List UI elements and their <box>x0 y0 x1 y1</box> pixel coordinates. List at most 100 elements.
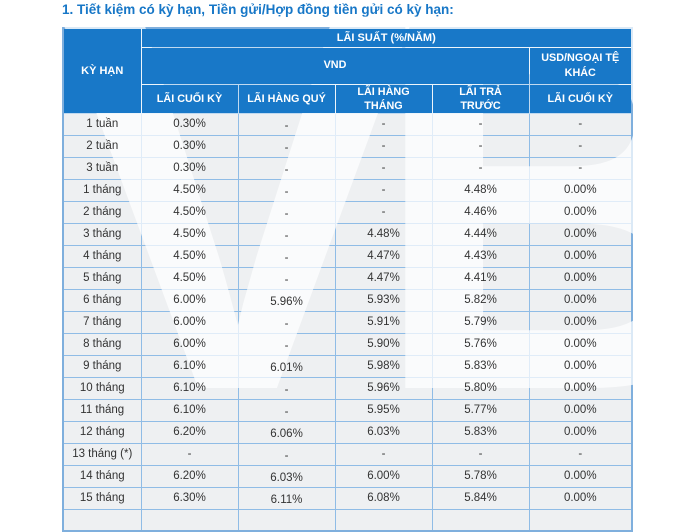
term-cell-text: 11 tháng <box>80 404 125 417</box>
rate-cell-text: 4.50% <box>173 206 206 219</box>
term-cell-text: 10 tháng <box>79 382 125 395</box>
table-row: 13 tháng (*) - - - - - <box>62 442 633 466</box>
rate-cell-text: 5.77% <box>464 404 497 417</box>
rate-cell: 0.30% <box>140 134 239 158</box>
rate-cell: 4.48% <box>431 178 530 202</box>
rate-cell <box>528 508 633 532</box>
rate-cell: 0.00% <box>528 266 633 290</box>
rate-cell-text: 5.80% <box>464 382 497 395</box>
rate-cell: 6.03% <box>334 420 433 444</box>
rate-cell-text: 5.96% <box>367 382 400 395</box>
rate-cell-text: - <box>187 448 192 461</box>
rate-cell-text: 0.30% <box>173 140 206 153</box>
table-row: 4 tháng 4.50% - 4.47% 4.43% 0.00% <box>62 244 633 268</box>
term-cell-text: 2 tháng <box>83 206 122 219</box>
rate-cell: 6.10% <box>140 376 239 400</box>
rate-cell-text: 6.03% <box>367 426 400 439</box>
rate-cell <box>431 508 530 532</box>
term-cell: 6 tháng <box>62 288 142 312</box>
term-cell-text: 3 tháng <box>83 228 122 241</box>
term-cell <box>62 508 142 532</box>
term-cell-text: 9 tháng <box>83 360 122 373</box>
rate-cell-text: 0.00% <box>563 360 597 373</box>
rate-cell: - <box>528 156 633 180</box>
rate-cell-text: 5.79% <box>464 316 497 329</box>
term-cell: 1 tuần <box>62 112 142 136</box>
rate-cell-text: 5.76% <box>464 338 497 351</box>
col-header-term-label: KỲ HẠN <box>81 64 124 77</box>
rate-cell: - <box>237 222 336 246</box>
rate-cell-text: - <box>578 140 583 153</box>
rate-cell: 5.96% <box>237 288 336 312</box>
rate-cell: - <box>237 178 336 202</box>
rate-cell-text: - <box>284 340 289 353</box>
col-header-term: KỲ HẠN <box>62 27 142 114</box>
header-row-2: VND USD/NGOẠI TỆ KHÁC <box>63 46 633 85</box>
rate-cell: 0.00% <box>528 244 633 268</box>
term-cell: 3 tuần <box>62 156 142 180</box>
rate-cell-text: - <box>381 140 386 153</box>
term-cell: 11 tháng <box>62 398 142 422</box>
rate-cell-text: 4.44% <box>464 228 497 241</box>
term-cell-text: 1 tuần <box>86 118 119 131</box>
term-cell: 13 tháng (*) <box>62 442 142 466</box>
rate-cell: 0.30% <box>140 112 239 136</box>
table-row: 5 tháng 4.50% - 4.47% 4.41% 0.00% <box>62 266 633 290</box>
rate-cell: 5.76% <box>431 332 530 356</box>
rate-cell-text: - <box>284 186 289 199</box>
rate-cell-text: 5.95% <box>367 404 400 417</box>
rate-cell: - <box>431 156 530 180</box>
rate-cell-text: 5.78% <box>464 470 497 483</box>
rate-cell: - <box>237 442 336 466</box>
rate-cell: 0.00% <box>528 486 633 510</box>
table-row-partial <box>62 508 633 532</box>
col-header-prepaid: LÃI TRẢ TRƯỚC <box>431 83 530 114</box>
rate-cell-text: 4.50% <box>173 184 206 197</box>
rate-cell: - <box>334 178 433 202</box>
rate-cell: 4.44% <box>431 222 530 246</box>
rate-cell-text: 5.84% <box>464 492 497 505</box>
rate-cell: 6.10% <box>140 398 239 422</box>
rate-cell-text: 6.10% <box>173 404 206 417</box>
term-cell: 12 tháng <box>62 420 142 444</box>
table-row: 1 tuần 0.30% - - - - <box>62 112 633 136</box>
rate-cell: 4.50% <box>140 266 239 290</box>
rate-cell-text: - <box>284 164 289 177</box>
term-cell-text: 4 tháng <box>83 250 122 263</box>
rate-cell: - <box>237 332 336 356</box>
term-cell: 4 tháng <box>62 244 142 268</box>
term-cell: 2 tháng <box>62 200 142 224</box>
header-row-1: KỲ HẠN LÃI SUẤT (%/NĂM) <box>62 27 633 114</box>
rate-cell-text: 0.00% <box>563 250 597 263</box>
rate-cell-text: 0.00% <box>563 382 597 395</box>
rate-cell: 5.91% <box>334 310 433 334</box>
rate-cell-text: 5.82% <box>464 294 497 307</box>
table-row: 2 tháng 4.50% - - 4.46% 0.00% <box>62 200 633 224</box>
rate-cell: - <box>237 200 336 224</box>
rate-cell: 5.82% <box>431 288 530 312</box>
rate-cell-text: - <box>381 206 386 219</box>
rate-cell: 4.50% <box>140 244 239 268</box>
rate-cell-text: 6.00% <box>173 338 206 351</box>
rate-cell: - <box>237 244 336 268</box>
rate-cell-text: 5.83% <box>464 360 497 373</box>
term-cell: 8 tháng <box>62 332 142 356</box>
rate-cell-text: - <box>284 406 289 419</box>
term-cell-text: 5 tháng <box>83 272 122 285</box>
table-row: 8 tháng 6.00% - 5.90% 5.76% 0.00% <box>62 332 633 356</box>
rate-cell-text: 6.01% <box>270 362 303 375</box>
rate-cell: - <box>431 442 530 466</box>
rate-cell: 0.00% <box>528 310 633 334</box>
rate-cell-text: 0.00% <box>563 184 597 197</box>
rate-cell: 6.00% <box>140 332 239 356</box>
term-cell: 14 tháng <box>62 464 142 488</box>
table-row: 2 tuần 0.30% - - - - <box>62 134 633 158</box>
col-header-usd-end-of-term-label: LÃI CUỐI KỲ <box>547 92 613 105</box>
rate-cell-text: - <box>284 142 289 155</box>
term-cell: 1 tháng <box>62 178 142 202</box>
rate-cell: 5.80% <box>431 376 530 400</box>
rate-cell: 0.00% <box>528 420 633 444</box>
rate-cell-text: 5.96% <box>270 296 303 309</box>
rate-cell: 0.00% <box>528 222 633 246</box>
rate-cell: 6.10% <box>140 354 239 378</box>
